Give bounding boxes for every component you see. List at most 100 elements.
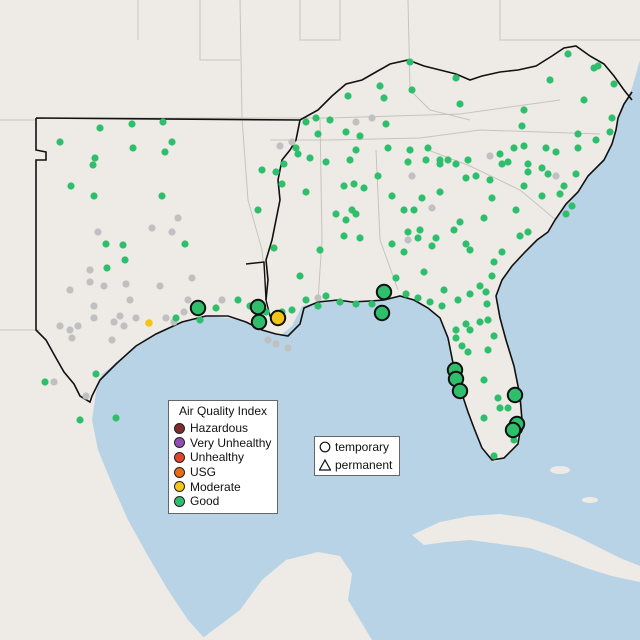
monitor-good[interactable] bbox=[414, 294, 422, 302]
monitor-good[interactable] bbox=[340, 182, 348, 190]
monitor-good[interactable] bbox=[312, 114, 320, 122]
monitor-no-data[interactable] bbox=[184, 296, 192, 304]
monitor-no-data[interactable] bbox=[90, 302, 98, 310]
monitor-no-data[interactable] bbox=[94, 228, 102, 236]
monitor-good[interactable] bbox=[546, 76, 554, 84]
monitor-good[interactable] bbox=[270, 244, 278, 252]
monitor-no-data[interactable] bbox=[56, 322, 64, 330]
monitor-good[interactable] bbox=[574, 144, 582, 152]
monitor-good[interactable] bbox=[544, 170, 552, 178]
monitor-good[interactable] bbox=[466, 246, 474, 254]
monitor-good[interactable] bbox=[368, 300, 376, 308]
monitor-good[interactable] bbox=[119, 241, 127, 249]
monitor-good[interactable] bbox=[314, 302, 322, 310]
monitor-good[interactable] bbox=[538, 192, 546, 200]
monitor-good[interactable] bbox=[496, 404, 504, 412]
monitor-no-data[interactable] bbox=[264, 336, 272, 344]
monitor-good[interactable] bbox=[436, 160, 444, 168]
monitor-no-data[interactable] bbox=[276, 142, 284, 150]
monitor-good[interactable] bbox=[488, 272, 496, 280]
monitor-good[interactable] bbox=[608, 114, 616, 122]
monitor-good[interactable] bbox=[76, 416, 84, 424]
monitor-good[interactable] bbox=[296, 272, 304, 280]
monitor-good[interactable] bbox=[102, 240, 110, 248]
monitor-good[interactable] bbox=[498, 248, 506, 256]
monitor-good[interactable] bbox=[462, 240, 470, 248]
monitor-good[interactable] bbox=[488, 194, 496, 202]
monitor-no-data[interactable] bbox=[156, 282, 164, 290]
monitor-good[interactable] bbox=[496, 150, 504, 158]
monitor-no-data[interactable] bbox=[284, 344, 292, 352]
monitor-good[interactable] bbox=[416, 226, 424, 234]
monitor-good[interactable] bbox=[560, 182, 568, 190]
monitor-no-data[interactable] bbox=[180, 308, 188, 316]
monitor-good[interactable] bbox=[404, 158, 412, 166]
monitor-good[interactable] bbox=[159, 118, 167, 126]
monitor-good[interactable] bbox=[314, 130, 322, 138]
monitor-no-data[interactable] bbox=[552, 172, 560, 180]
monitor-good[interactable] bbox=[510, 436, 518, 444]
monitor-good[interactable] bbox=[406, 146, 414, 154]
monitor-large-moderate[interactable] bbox=[269, 309, 287, 327]
monitor-good[interactable] bbox=[346, 156, 354, 164]
monitor-good[interactable] bbox=[494, 394, 502, 402]
monitor-no-data[interactable] bbox=[188, 274, 196, 282]
monitor-good[interactable] bbox=[352, 146, 360, 154]
monitor-good[interactable] bbox=[484, 316, 492, 324]
monitor-no-data[interactable] bbox=[116, 312, 124, 320]
monitor-good[interactable] bbox=[336, 298, 344, 306]
monitor-good[interactable] bbox=[452, 74, 460, 82]
monitor-good[interactable] bbox=[482, 288, 490, 296]
monitor-good[interactable] bbox=[444, 156, 452, 164]
monitor-good[interactable] bbox=[352, 300, 360, 308]
monitor-good[interactable] bbox=[302, 296, 310, 304]
monitor-good[interactable] bbox=[382, 120, 390, 128]
monitor-no-data[interactable] bbox=[50, 378, 58, 386]
monitor-no-data[interactable] bbox=[368, 114, 376, 122]
monitor-good[interactable] bbox=[294, 150, 302, 158]
monitor-good[interactable] bbox=[168, 138, 176, 146]
monitor-good[interactable] bbox=[564, 50, 572, 58]
monitor-no-data[interactable] bbox=[86, 278, 94, 286]
monitor-large-good[interactable] bbox=[250, 313, 268, 331]
monitor-good[interactable] bbox=[498, 160, 506, 168]
monitor-large-good[interactable] bbox=[451, 382, 469, 400]
monitor-good[interactable] bbox=[542, 144, 550, 152]
monitor-good[interactable] bbox=[376, 82, 384, 90]
monitor-good[interactable] bbox=[302, 188, 310, 196]
monitor-good[interactable] bbox=[490, 452, 498, 460]
monitor-good[interactable] bbox=[302, 118, 310, 126]
monitor-good[interactable] bbox=[518, 122, 526, 130]
monitor-good[interactable] bbox=[400, 206, 408, 214]
monitor-no-data[interactable] bbox=[66, 286, 74, 294]
monitor-good[interactable] bbox=[340, 232, 348, 240]
monitor-good[interactable] bbox=[254, 206, 262, 214]
monitor-good[interactable] bbox=[428, 242, 436, 250]
monitor-good[interactable] bbox=[464, 348, 472, 356]
monitor-good[interactable] bbox=[404, 228, 412, 236]
monitor-no-data[interactable] bbox=[66, 326, 74, 334]
monitor-good[interactable] bbox=[326, 116, 334, 124]
monitor-no-data[interactable] bbox=[68, 334, 76, 342]
monitor-good[interactable] bbox=[408, 86, 416, 94]
monitor-good[interactable] bbox=[212, 304, 220, 312]
monitor-good[interactable] bbox=[196, 316, 204, 324]
monitor-no-data[interactable] bbox=[108, 336, 116, 344]
monitor-good[interactable] bbox=[594, 62, 602, 70]
monitor-good[interactable] bbox=[90, 192, 98, 200]
monitor-good[interactable] bbox=[450, 226, 458, 234]
monitor-good[interactable] bbox=[356, 132, 364, 140]
monitor-no-data[interactable] bbox=[86, 266, 94, 274]
monitor-good[interactable] bbox=[422, 156, 430, 164]
monitor-good[interactable] bbox=[464, 156, 472, 164]
monitor-large-good[interactable] bbox=[506, 386, 524, 404]
monitor-good[interactable] bbox=[374, 172, 382, 180]
monitor-good[interactable] bbox=[483, 300, 491, 308]
monitor-good[interactable] bbox=[56, 138, 64, 146]
monitor-no-data[interactable] bbox=[272, 340, 280, 348]
monitor-good[interactable] bbox=[350, 180, 358, 188]
monitor-good[interactable] bbox=[112, 414, 120, 422]
monitor-good[interactable] bbox=[436, 188, 444, 196]
monitor-good[interactable] bbox=[306, 154, 314, 162]
monitor-good[interactable] bbox=[67, 182, 75, 190]
